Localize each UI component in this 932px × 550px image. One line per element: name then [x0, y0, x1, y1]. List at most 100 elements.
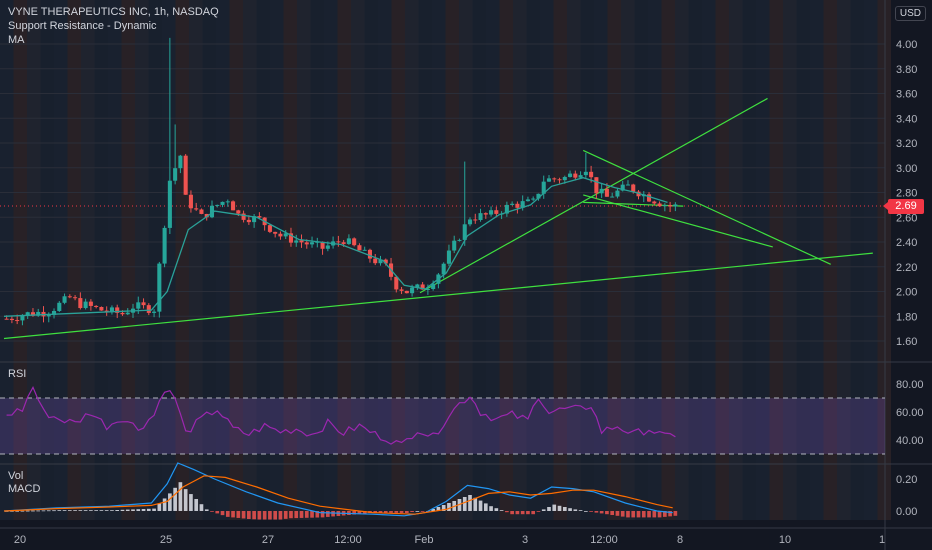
- session-band: [877, 0, 891, 520]
- vol-label[interactable]: Vol: [8, 470, 24, 482]
- candle-body: [462, 224, 467, 240]
- candle-body: [30, 312, 35, 316]
- indicator-support-resistance[interactable]: Support Resistance - Dynamic: [8, 20, 157, 32]
- candle-body: [510, 203, 515, 205]
- macd-histogram-bar: [420, 511, 425, 512]
- candle-body: [373, 258, 378, 264]
- candle-body: [257, 216, 262, 218]
- candle-body: [457, 239, 462, 241]
- macd-histogram-bar: [231, 511, 235, 518]
- macd-histogram-bar: [104, 510, 109, 511]
- indicator-ma[interactable]: MA: [8, 34, 25, 46]
- macd-pane: [3, 462, 678, 520]
- candle-body: [146, 305, 151, 313]
- macd-histogram-bar: [510, 511, 514, 515]
- macd-histogram-bar: [25, 510, 30, 512]
- session-band: [0, 0, 14, 520]
- candle-body: [467, 219, 473, 225]
- macd-histogram-bar: [62, 510, 67, 511]
- macd-histogram-bar: [199, 504, 204, 511]
- candle-body: [236, 210, 241, 214]
- macd-histogram-bar: [415, 511, 420, 512]
- candle-body: [404, 290, 409, 294]
- candle-body: [188, 194, 193, 209]
- macd-histogram-bar: [636, 511, 641, 518]
- macd-histogram-bar: [299, 511, 304, 518]
- macd-histogram-bar: [520, 511, 525, 515]
- session-band: [432, 0, 446, 520]
- candle-body: [152, 311, 157, 313]
- candle-body: [425, 289, 430, 291]
- macd-histogram-bar: [663, 511, 667, 517]
- macd-histogram-bar: [268, 511, 272, 520]
- macd-histogram-bar: [257, 511, 262, 520]
- candle-body: [647, 194, 652, 202]
- price-tick-label: 2.80: [896, 188, 917, 200]
- macd-histogram-bar: [599, 511, 604, 514]
- macd-line: [3, 462, 673, 517]
- price-tick-label: 2.40: [896, 237, 917, 249]
- rsi-tick-label: 40.00: [896, 435, 924, 447]
- trendline: [582, 149, 831, 265]
- session-band: [553, 0, 567, 520]
- candle-body: [336, 241, 341, 243]
- candle-body: [178, 155, 183, 169]
- session-band: [13, 0, 27, 520]
- macd-histogram-bar: [173, 487, 177, 511]
- session-band: [67, 0, 81, 520]
- macd-histogram-bar: [220, 511, 225, 516]
- candle-body: [531, 198, 536, 200]
- candle-body: [552, 178, 557, 180]
- session-band: [148, 0, 162, 520]
- candle-body: [194, 208, 199, 210]
- currency-badge[interactable]: USD: [894, 6, 926, 21]
- macd-histogram-bar: [447, 503, 451, 511]
- candle-body: [252, 216, 257, 223]
- macd-histogram-bar: [225, 511, 230, 517]
- candle-body: [294, 240, 299, 243]
- macd-histogram-bar: [57, 510, 62, 511]
- session-band: [675, 0, 689, 520]
- session-band: [27, 0, 41, 520]
- macd-histogram-bar: [610, 511, 615, 515]
- macd-label[interactable]: MACD: [8, 483, 41, 495]
- macd-histogram-bar: [594, 511, 599, 513]
- candle-body: [610, 196, 615, 198]
- macd-tick-label: 0.00: [896, 506, 917, 518]
- session-band: [54, 0, 68, 520]
- candle-body: [615, 190, 620, 197]
- time-tick-label: 3: [522, 534, 528, 546]
- candle-body: [446, 250, 451, 264]
- session-band: [283, 0, 297, 520]
- macd-histogram-bar: [568, 508, 572, 511]
- session-band: [769, 0, 783, 520]
- macd-histogram-bar: [178, 482, 183, 511]
- candle-body: [562, 176, 567, 181]
- candle-body: [199, 209, 204, 214]
- macd-histogram-bar: [41, 510, 46, 512]
- macd-histogram-bar: [526, 511, 530, 515]
- trendline: [3, 252, 873, 340]
- macd-histogram-bar: [394, 511, 399, 513]
- session-band: [837, 0, 851, 520]
- candle-body: [215, 204, 220, 206]
- candle-body: [525, 199, 530, 202]
- macd-histogram-bar: [320, 511, 325, 518]
- candle-body: [352, 238, 357, 246]
- session-band: [513, 0, 527, 520]
- macd-histogram-bar: [20, 510, 25, 512]
- candle-body: [557, 179, 562, 181]
- macd-histogram-bar: [99, 510, 104, 511]
- macd-histogram-bar: [631, 511, 636, 518]
- session-band: [297, 0, 311, 520]
- rsi-label[interactable]: RSI: [8, 368, 27, 380]
- candle-body: [136, 302, 141, 309]
- macd-histogram-bar: [215, 511, 220, 514]
- macd-histogram-bar: [278, 511, 283, 520]
- session-band: [445, 0, 459, 520]
- macd-histogram-bar: [399, 511, 404, 513]
- macd-histogram-bar: [78, 510, 83, 511]
- candle-body: [546, 178, 552, 182]
- rsi-line: [6, 386, 676, 445]
